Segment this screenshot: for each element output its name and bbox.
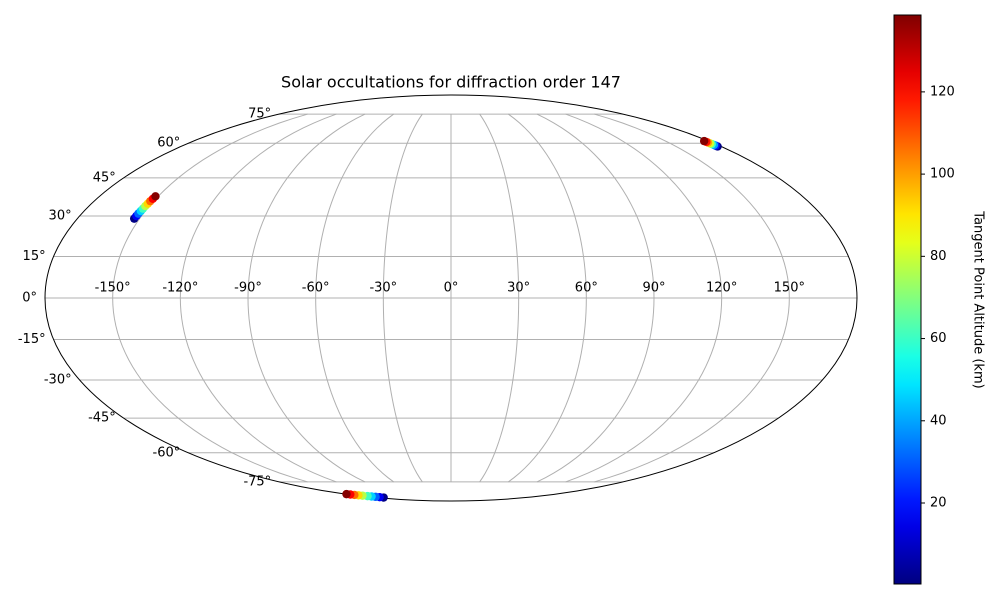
colorbar-tick-label: 20	[930, 496, 947, 511]
x-tick-label: 30°	[507, 281, 530, 296]
colorbar-tick-label: 60	[930, 331, 947, 346]
x-tick-label: 150°	[774, 281, 805, 296]
y-tick-label: 60°	[157, 136, 180, 151]
grid-line	[382, 113, 423, 483]
chart-title: Solar occultations for diffraction order…	[281, 73, 621, 92]
grid-line	[479, 113, 520, 483]
colorbar-tick-label: 80	[930, 249, 947, 264]
grid-line	[594, 113, 790, 483]
y-tick-label: -60°	[153, 445, 181, 460]
point	[151, 192, 160, 201]
y-tick-label: 75°	[248, 107, 271, 122]
colorbar	[893, 14, 922, 585]
y-tick-label: 0°	[22, 291, 37, 306]
point	[699, 136, 709, 146]
grid-line	[565, 113, 723, 483]
points	[129, 136, 722, 502]
x-tick-label: 60°	[575, 281, 598, 296]
grid-line	[179, 113, 337, 483]
point	[342, 489, 351, 499]
grid-line	[315, 113, 395, 483]
x-tick-label: 0°	[444, 281, 459, 296]
colorbar-tick-label: 120	[930, 84, 955, 99]
map-boundary	[44, 94, 858, 502]
x-tick-label: -30°	[369, 281, 397, 296]
x-tick-label: 90°	[642, 281, 665, 296]
grid-line	[247, 113, 366, 483]
y-tick-label: -45°	[88, 411, 116, 426]
colorbar-tick-label: 40	[930, 413, 947, 428]
x-tick-label: 120°	[706, 281, 737, 296]
colorbar-tick-label: 100	[930, 167, 955, 182]
x-tick-label: -90°	[234, 281, 262, 296]
x-tick-label: -60°	[302, 281, 330, 296]
y-tick-label: 15°	[23, 249, 46, 264]
x-tick-label: -150°	[95, 281, 131, 296]
y-tick-label: -75°	[243, 474, 271, 489]
y-tick-label: -15°	[18, 332, 46, 347]
grid-line	[536, 113, 655, 483]
colorbar-label: Tangent Point Altitude (km)	[971, 210, 986, 388]
y-tick-label: -30°	[44, 373, 72, 388]
y-tick-label: 45°	[93, 170, 116, 185]
y-tick-label: 30°	[49, 208, 72, 223]
x-tick-label: -120°	[162, 281, 198, 296]
grid	[45, 113, 857, 483]
grid-line	[112, 113, 308, 483]
grid-line	[507, 113, 587, 483]
labels: -75° -60° -45° -30° -15° 0° 15° 30° 45° 60° 75° -15…	[18, 107, 805, 490]
